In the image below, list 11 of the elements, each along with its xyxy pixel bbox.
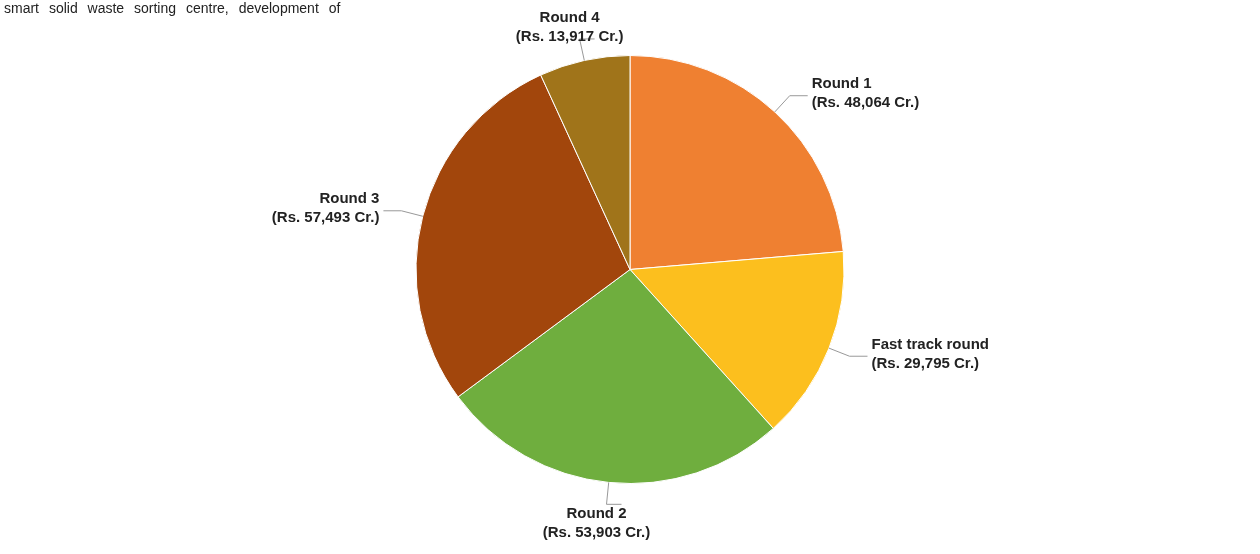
slice-label: Round 4 xyxy=(539,8,601,26)
data-label: (Rs. 48,064 Cr.) xyxy=(811,93,920,111)
slice-label: Fast track round xyxy=(871,334,990,352)
data-label: (Rs. 57,493 Cr.) xyxy=(271,208,380,226)
data-label: (Rs. 53,903 Cr.) xyxy=(542,522,651,540)
slice-label: Round 3 xyxy=(319,189,380,207)
slice-label: Round 2 xyxy=(566,503,627,521)
slice-label: Round 1 xyxy=(811,74,872,92)
data-label: (Rs. 29,795 Cr.) xyxy=(871,353,980,371)
data-label: (Rs. 13,917 Cr.) xyxy=(515,27,624,45)
text: smart solid waste sorting centre, development of xyxy=(4,0,341,16)
